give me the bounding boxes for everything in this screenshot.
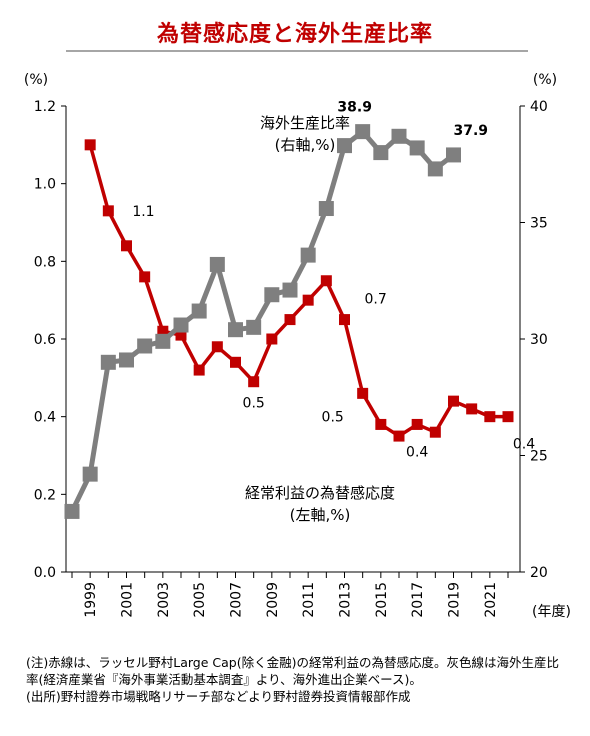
overseas-production-point xyxy=(209,256,225,272)
overseas-production-point xyxy=(391,128,407,144)
chart-notes: (注)赤線は、ラッセル野村Large Cap(除く金融)の経常利益の為替感応度。… xyxy=(26,654,566,705)
overseas-production-series-label: 海外生産比率 xyxy=(260,114,350,132)
sensitivity-point xyxy=(484,411,496,423)
overseas-production-point xyxy=(82,466,98,482)
note-text: (注)赤線は、ラッセル野村Large Cap(除く金融)の経常利益の為替感応度。… xyxy=(26,655,559,687)
left-axis-tick-label: 0.2 xyxy=(34,487,56,503)
left-axis-tick-label: 0.4 xyxy=(34,410,56,426)
sensitivity-point xyxy=(320,275,332,287)
overseas-production-line xyxy=(69,129,456,513)
x-axis-tick-label: 2011 xyxy=(301,582,317,618)
left-axis-tick-label: 1.2 xyxy=(34,99,56,115)
chart-title: 為替感応度と海外生産比率 xyxy=(156,22,433,47)
overseas-production-point xyxy=(264,287,280,303)
sensitivity-point xyxy=(84,139,96,151)
x-axis-tick-label: 2009 xyxy=(265,582,281,618)
sensitivity-point xyxy=(429,426,441,438)
overseas-production-point xyxy=(137,338,153,354)
ratio-sensitivity-line xyxy=(88,144,508,438)
sensitivity-data-label: 0.5 xyxy=(243,396,265,412)
sensitivity-point xyxy=(175,329,187,341)
sensitivity-point xyxy=(448,395,459,407)
sensitivity-series-axis-note: (左軸,%) xyxy=(290,506,351,524)
right-axis-tick-label: 35 xyxy=(530,216,548,232)
overseas-production-point xyxy=(446,147,461,163)
overseas-production-point xyxy=(119,352,134,368)
sensitivity-point xyxy=(339,314,350,326)
sensitivity-point xyxy=(393,430,405,442)
left-axis-tick-label: 0.0 xyxy=(34,565,56,581)
x-axis-tick-label: 2001 xyxy=(120,582,136,618)
sensitivity-point xyxy=(230,356,241,368)
right-axis-tick-label: 20 xyxy=(530,565,548,581)
chart: 0.0 0.2 0.4 0.6 0.8 1.0 1.2 (%) 20 25 30 35 40 (%) 199… xyxy=(24,72,571,620)
overseas-production-point xyxy=(282,282,298,298)
left-axis-tick-label: 0.6 xyxy=(34,332,56,348)
x-axis-unit: (年度) xyxy=(532,604,571,620)
sensitivity-point xyxy=(139,271,151,283)
x-axis-tick-label: 2017 xyxy=(410,582,426,618)
sensitivity-point xyxy=(357,387,369,399)
overseas-production-point xyxy=(355,124,371,140)
x-axis-tick-label: 2013 xyxy=(338,582,354,618)
x-axis-tick-label: 2003 xyxy=(156,582,172,618)
left-axis-unit: (%) xyxy=(24,72,48,88)
left-axis-tick-label: 1.0 xyxy=(34,177,56,193)
overseas-production-data-label: 37.9 xyxy=(454,123,489,139)
overseas-production-point xyxy=(318,201,334,217)
sensitivity-point xyxy=(157,325,169,337)
right-axis-tick-label: 40 xyxy=(530,99,548,115)
overseas-production-point xyxy=(300,247,316,263)
sensitivity-data-label: 0.5 xyxy=(322,409,344,425)
sensitivity-point xyxy=(375,418,387,430)
x-axis-tick-label: 2015 xyxy=(374,582,390,618)
sensitivity-point xyxy=(211,341,223,353)
right-axis-tick-label: 30 xyxy=(530,332,548,348)
right-axis-tick-label: 25 xyxy=(530,449,548,465)
overseas-production-series-axis-note: (右軸,%) xyxy=(275,136,336,154)
sensitivity-point xyxy=(466,403,478,415)
sensitivity-point xyxy=(411,418,423,430)
sensitivity-point xyxy=(248,376,260,388)
x-axis-tick-label: 1999 xyxy=(83,582,99,618)
sensitivity-data-label: 0.4 xyxy=(513,437,535,453)
x-axis-tick-label: 2021 xyxy=(483,582,499,618)
sensitivity-point xyxy=(121,240,132,252)
overseas-production-point xyxy=(100,354,116,370)
sensitivity-point xyxy=(193,364,205,376)
overseas-production-point xyxy=(409,140,425,156)
left-axis-tick-label: 0.8 xyxy=(34,254,56,270)
overseas-production-point xyxy=(337,138,352,154)
sensitivity-data-label: 1.1 xyxy=(132,204,154,220)
sensitivity-point xyxy=(284,314,296,326)
overseas-production-point xyxy=(173,317,189,333)
sensitivity-data-label: 0.4 xyxy=(406,444,428,460)
sensitivity-point xyxy=(502,411,514,423)
title-underline xyxy=(66,50,528,52)
overseas-production-point xyxy=(228,322,243,338)
x-axis-tick-label: 2019 xyxy=(447,582,463,618)
overseas-production-point xyxy=(191,303,207,319)
sensitivity-series-label: 経常利益の為替感応度 xyxy=(245,484,395,502)
overseas-production-point xyxy=(246,319,262,335)
sensitivity-point xyxy=(302,294,314,306)
overseas-production-point xyxy=(155,333,171,349)
x-axis-tick-label: 2005 xyxy=(192,582,208,618)
sensitivity-point xyxy=(266,333,278,345)
overseas-production-point xyxy=(64,503,80,519)
overseas-production-point xyxy=(373,145,389,161)
sensitivity-point xyxy=(102,205,114,217)
overseas-production-data-label: 38.9 xyxy=(337,100,372,116)
overseas-production-point xyxy=(427,161,443,177)
x-axis-tick-label: 2007 xyxy=(229,582,245,618)
right-axis-unit: (%) xyxy=(533,72,557,88)
sensitivity-data-label: 0.7 xyxy=(365,292,387,308)
source-text: (出所)野村證券市場戦略リサーチ部などより野村證券投資情報部作成 xyxy=(26,689,411,704)
